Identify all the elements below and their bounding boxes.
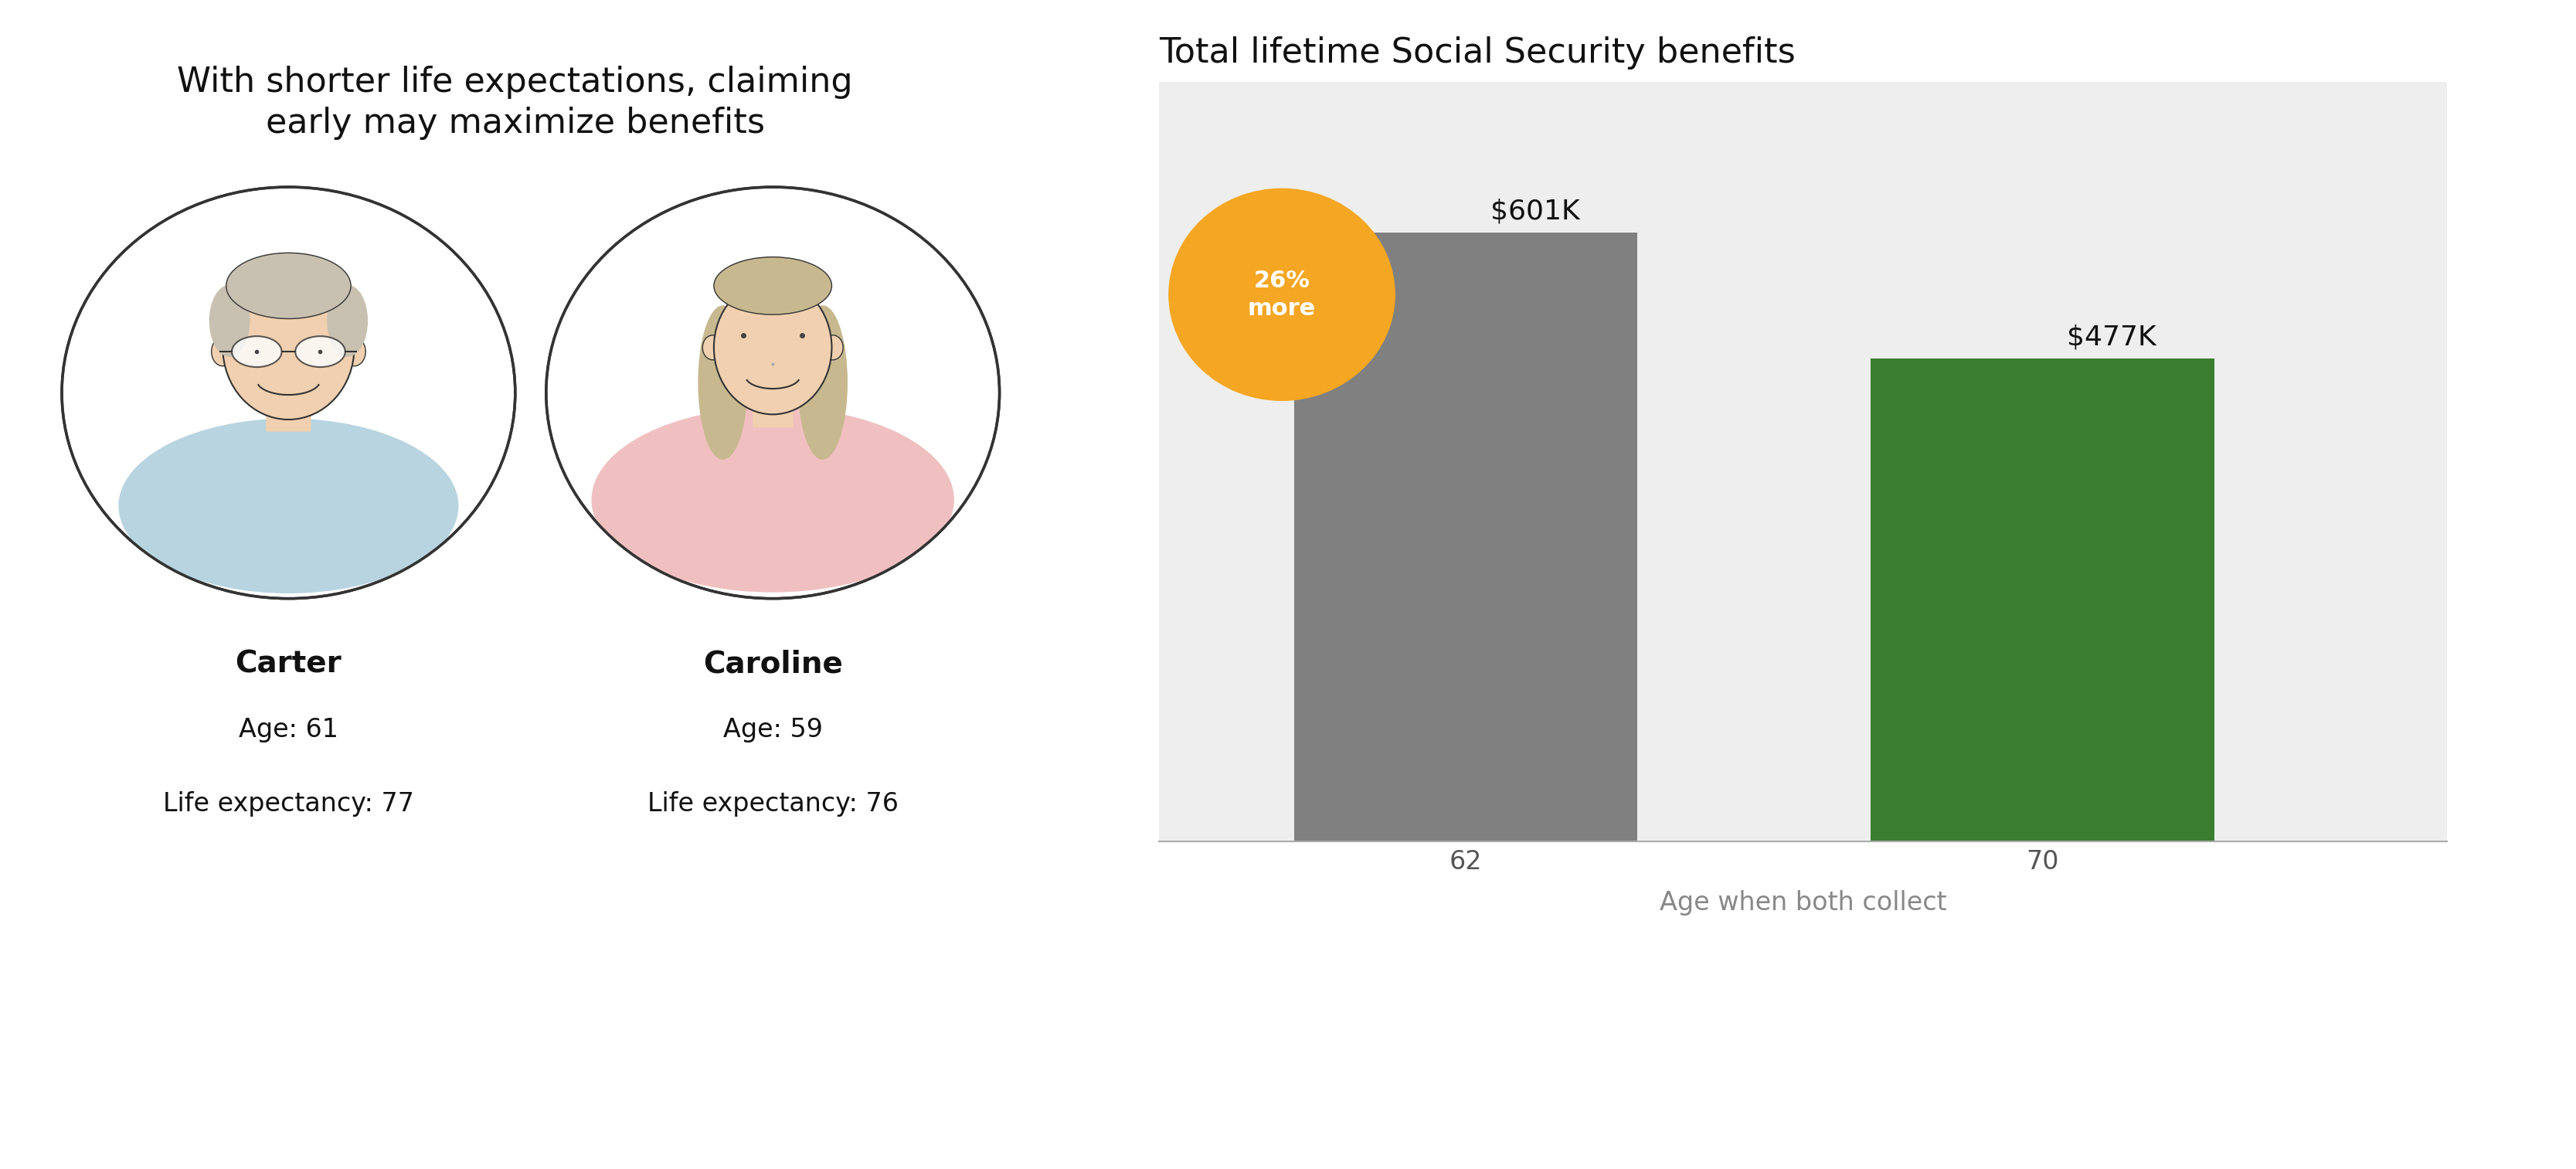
FancyBboxPatch shape [265, 371, 312, 431]
Text: 26%
more: 26% more [1247, 270, 1316, 319]
Ellipse shape [799, 305, 848, 459]
Text: Life expectancy: 77: Life expectancy: 77 [162, 791, 415, 817]
Ellipse shape [296, 337, 345, 367]
Ellipse shape [227, 253, 350, 319]
Ellipse shape [714, 281, 832, 414]
Ellipse shape [592, 407, 953, 593]
Circle shape [546, 187, 999, 599]
Circle shape [62, 187, 515, 599]
Text: Caroline: Caroline [703, 649, 842, 679]
Text: $601K: $601K [1492, 199, 1579, 224]
Ellipse shape [703, 336, 724, 360]
Ellipse shape [698, 305, 747, 459]
Text: $477K: $477K [2066, 324, 2156, 351]
Bar [1293, 233, 1638, 842]
Ellipse shape [211, 337, 234, 366]
Ellipse shape [118, 419, 459, 594]
Text: Age: 59: Age: 59 [724, 717, 822, 742]
Bar [1870, 359, 2215, 842]
Ellipse shape [222, 276, 355, 420]
Ellipse shape [232, 337, 281, 367]
Text: Age: 61: Age: 61 [240, 717, 337, 742]
Ellipse shape [327, 285, 368, 357]
FancyBboxPatch shape [752, 371, 793, 428]
Ellipse shape [822, 336, 842, 360]
Text: Carter: Carter [234, 649, 343, 679]
Ellipse shape [343, 337, 366, 366]
Ellipse shape [714, 257, 832, 314]
Text: Total lifetime Social Security benefits: Total lifetime Social Security benefits [1159, 36, 1795, 69]
Text: By claiming early, the couple would be able to increase
their lifetime benefits : By claiming early, the couple would be a… [842, 1014, 1734, 1091]
Ellipse shape [1170, 188, 1396, 401]
Ellipse shape [209, 285, 250, 357]
X-axis label: Age when both collect: Age when both collect [1659, 890, 1947, 915]
Text: Life expectancy: 76: Life expectancy: 76 [647, 791, 899, 817]
Text: With shorter life expectations, claiming
early may maximize benefits: With shorter life expectations, claiming… [178, 65, 853, 140]
